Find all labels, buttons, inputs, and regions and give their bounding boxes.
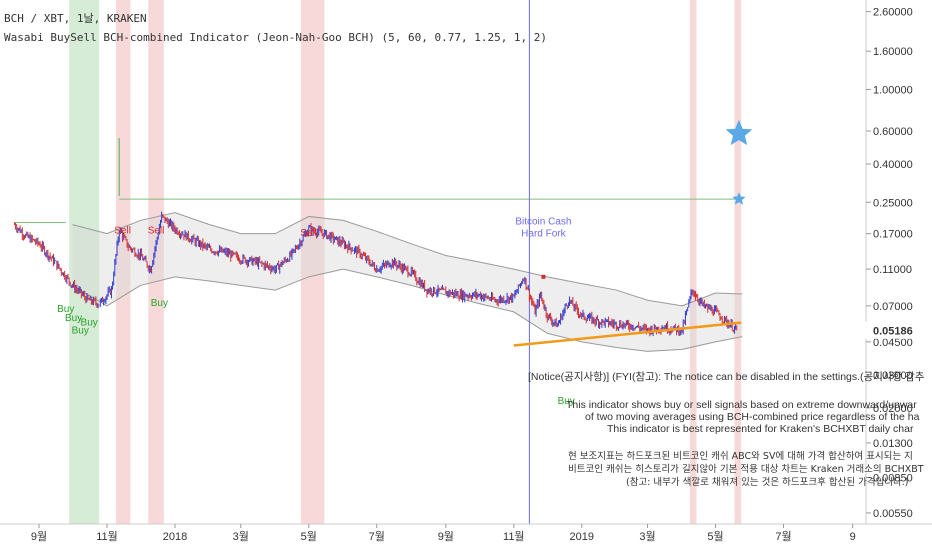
- y-tick-label-12: 0.01300: [873, 438, 913, 450]
- x-tick-label-1: 11월: [96, 530, 118, 543]
- y-tick-label-5: 0.25000: [873, 197, 913, 209]
- x-tick-label-12: 9: [850, 531, 856, 543]
- y-tick-label-13: 0.00850: [873, 472, 913, 484]
- x-tick-label-5: 7월: [369, 530, 385, 543]
- signal-buy-3: Buy: [81, 318, 98, 329]
- notice-line-kr-2: 비트코인 캐쉬는 히스토리가 길지않아 기본 적용 대상 차트는 Kraken …: [568, 464, 924, 475]
- buy-zone-0: [69, 0, 100, 524]
- x-tick-label-6: 9월: [438, 530, 454, 543]
- signal-sell-6: Sell: [114, 226, 131, 237]
- hard-fork-marker: [541, 274, 546, 279]
- x-tick-label-7: 11월: [503, 530, 525, 543]
- star-large-0: [725, 119, 753, 146]
- signal-buy-2: Buy: [72, 325, 89, 336]
- y-tick-label-4: 0.40000: [873, 159, 913, 171]
- signal-buy-1: Buy: [65, 313, 82, 324]
- y-tick-label-7: 0.11000: [873, 264, 912, 276]
- y-tick-label-10: 0.03000: [873, 370, 913, 382]
- last-price-box: [865, 321, 932, 339]
- sell-zone-0: [115, 0, 131, 524]
- signal-buy-5: Buy: [558, 396, 575, 407]
- sell-zone-3: [689, 0, 697, 524]
- y-tick-label-11: 0.02000: [873, 403, 913, 415]
- y-tick-label-9: 0.04500: [873, 337, 913, 349]
- notice-line-kr-1: 현 보조지표는 하드포크된 비트코인 캐쉬 ABC와 SV에 대해 가격 합산하…: [568, 451, 913, 462]
- notice-line-en-2: of two moving averages using BCH-combine…: [585, 411, 920, 423]
- notice-heading: [Notice(공지사항)] (FYI(참고): The notice can …: [528, 371, 925, 383]
- x-tick-label-10: 5월: [707, 530, 723, 543]
- star-small-1: [732, 192, 746, 205]
- y-tick-label-8: 0.07000: [873, 301, 913, 313]
- ma-lower-line: [72, 268, 743, 352]
- indicator-title: Wasabi BuySell BCH-combined Indicator (J…: [4, 31, 548, 44]
- ma-upper-line: [72, 212, 743, 307]
- x-tick-label-2: 2018: [163, 531, 187, 543]
- ma-band-fill: [72, 212, 743, 352]
- last-price-label: 0.05186: [873, 325, 913, 337]
- sell-zone-1: [148, 0, 164, 524]
- x-tick-label-11: 7월: [775, 530, 791, 543]
- y-tick-label-14: 0.00550: [873, 508, 913, 520]
- sell-zone-2: [300, 0, 325, 524]
- notice-line-en-3: This indicator is best represented for K…: [607, 423, 914, 435]
- x-tick-label-3: 3월: [233, 530, 249, 543]
- signal-buy-4: Buy: [151, 298, 168, 309]
- y-tick-label-6: 0.17000: [873, 229, 913, 241]
- notice-line-kr-3: (참고: 내부가 색깔로 채워져 있는 것은 하드포크후 합산된 가격입니다.): [626, 477, 909, 488]
- orange-trend-line: [513, 321, 742, 347]
- hard-fork-label: Bitcoin Cash Hard Fork: [515, 217, 571, 240]
- y-tick-label-2: 1.00000: [873, 84, 913, 96]
- x-tick-label-4: 5월: [301, 530, 317, 543]
- y-tick-label-1: 1.60000: [873, 46, 913, 58]
- signal-sell-7: Sell: [148, 226, 165, 237]
- sell-zone-4: [734, 0, 742, 524]
- y-tick-label-0: 2.60000: [873, 7, 913, 19]
- symbol-title: BCH / XBT, 1날, KRAKEN: [4, 12, 147, 25]
- y-tick-label-3: 0.60000: [873, 126, 913, 138]
- x-tick-label-8: 2019: [570, 531, 594, 543]
- notice-line-en-1: This indicator shows buy or sell signals…: [566, 399, 917, 411]
- signal-buy-0: Buy: [57, 304, 74, 315]
- x-tick-label-9: 3월: [639, 530, 655, 543]
- signal-sell-8: Sell: [300, 228, 317, 239]
- x-tick-label-0: 9월: [31, 530, 47, 543]
